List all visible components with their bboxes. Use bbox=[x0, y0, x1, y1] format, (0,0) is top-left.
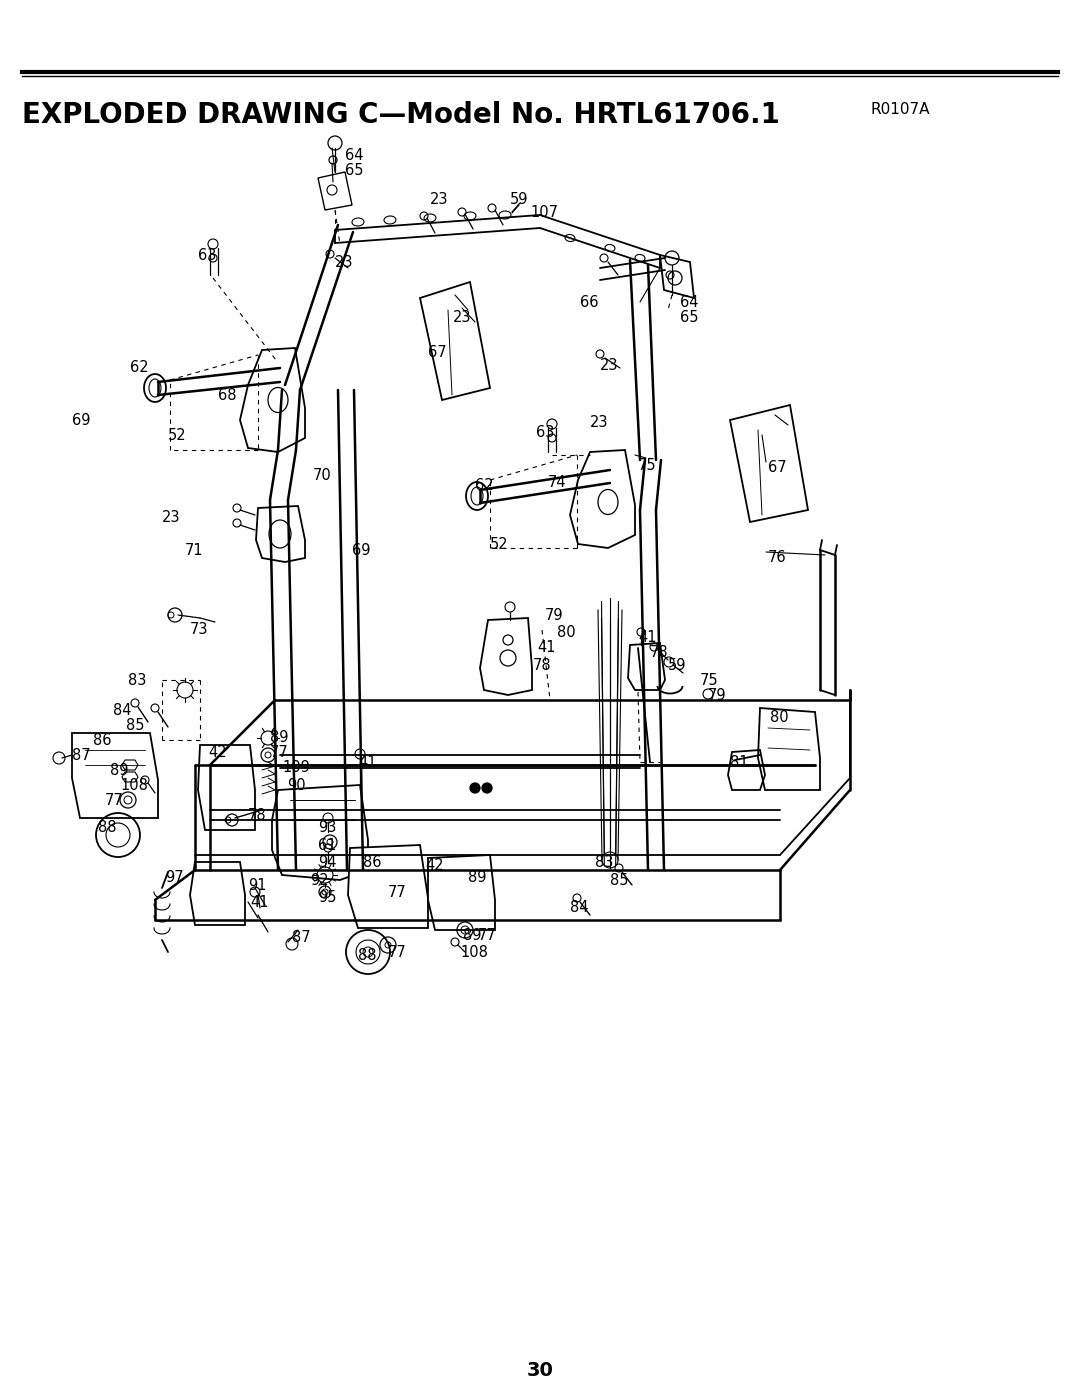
Text: 73: 73 bbox=[190, 622, 208, 637]
Text: 79: 79 bbox=[545, 608, 564, 623]
Text: 89: 89 bbox=[110, 763, 129, 778]
Text: 89: 89 bbox=[463, 928, 482, 943]
Text: 64: 64 bbox=[345, 148, 364, 163]
Text: 23: 23 bbox=[600, 358, 619, 373]
Text: 79: 79 bbox=[708, 687, 727, 703]
Text: 89: 89 bbox=[468, 870, 486, 886]
Text: R0107A: R0107A bbox=[870, 102, 930, 117]
Text: 41: 41 bbox=[537, 640, 555, 655]
Text: 76: 76 bbox=[768, 550, 786, 564]
Text: 78: 78 bbox=[650, 645, 669, 659]
Text: 77: 77 bbox=[270, 745, 288, 760]
Text: 109: 109 bbox=[282, 760, 310, 775]
Text: 63: 63 bbox=[198, 249, 216, 263]
Text: 84: 84 bbox=[113, 703, 132, 718]
Text: 95: 95 bbox=[318, 890, 337, 905]
Circle shape bbox=[482, 782, 492, 793]
Text: 75: 75 bbox=[638, 458, 657, 474]
Text: 65: 65 bbox=[345, 163, 364, 177]
Text: 42: 42 bbox=[208, 745, 227, 760]
Text: 23: 23 bbox=[590, 415, 608, 430]
Text: 97: 97 bbox=[165, 870, 184, 886]
Text: 108: 108 bbox=[460, 944, 488, 960]
Text: 89: 89 bbox=[270, 731, 288, 745]
Text: 92: 92 bbox=[310, 873, 328, 888]
Text: 86: 86 bbox=[93, 733, 111, 747]
Text: 77: 77 bbox=[388, 886, 407, 900]
Text: 87: 87 bbox=[292, 930, 311, 944]
Text: 70: 70 bbox=[313, 468, 332, 483]
Text: 94: 94 bbox=[318, 855, 337, 870]
Text: 69: 69 bbox=[72, 414, 91, 427]
Text: 52: 52 bbox=[490, 536, 509, 552]
Text: 71: 71 bbox=[185, 543, 204, 557]
Text: 78: 78 bbox=[248, 807, 267, 823]
Text: 74: 74 bbox=[548, 475, 567, 490]
Text: 41: 41 bbox=[249, 895, 269, 909]
Text: 87: 87 bbox=[72, 747, 91, 763]
Text: 65: 65 bbox=[680, 310, 699, 326]
Text: 83: 83 bbox=[595, 855, 613, 870]
Text: 108: 108 bbox=[120, 778, 148, 793]
Text: 23: 23 bbox=[335, 256, 353, 270]
Polygon shape bbox=[348, 845, 428, 928]
Text: 93: 93 bbox=[318, 820, 336, 835]
Text: 85: 85 bbox=[126, 718, 145, 733]
Text: 88: 88 bbox=[357, 949, 377, 963]
Text: 80: 80 bbox=[770, 710, 788, 725]
Text: 90: 90 bbox=[287, 778, 306, 793]
Text: 84: 84 bbox=[570, 900, 589, 915]
Text: 59: 59 bbox=[510, 191, 528, 207]
Text: 62: 62 bbox=[475, 478, 494, 493]
Text: 78: 78 bbox=[534, 658, 552, 673]
Text: 67: 67 bbox=[428, 345, 447, 360]
Text: 59: 59 bbox=[669, 658, 687, 673]
Polygon shape bbox=[428, 855, 495, 930]
Text: EXPLODED DRAWING C—Model No. HRTL61706.1: EXPLODED DRAWING C—Model No. HRTL61706.1 bbox=[22, 101, 780, 129]
Text: 86: 86 bbox=[363, 855, 381, 870]
Text: 23: 23 bbox=[453, 310, 472, 326]
Text: 85: 85 bbox=[610, 873, 629, 888]
Circle shape bbox=[470, 782, 480, 793]
Text: 41: 41 bbox=[638, 630, 657, 645]
Text: 66: 66 bbox=[580, 295, 598, 310]
Text: 81: 81 bbox=[730, 754, 748, 770]
Text: 68: 68 bbox=[218, 388, 237, 402]
Text: 83: 83 bbox=[129, 673, 147, 687]
Text: 107: 107 bbox=[530, 205, 558, 219]
Text: 42: 42 bbox=[426, 858, 444, 873]
Text: 23: 23 bbox=[430, 191, 448, 207]
Text: 67: 67 bbox=[768, 460, 786, 475]
Text: 77: 77 bbox=[478, 928, 497, 943]
Polygon shape bbox=[758, 708, 820, 789]
Text: 61: 61 bbox=[318, 838, 337, 854]
Text: 69: 69 bbox=[352, 543, 370, 557]
Text: 52: 52 bbox=[168, 427, 187, 443]
Text: 41: 41 bbox=[357, 754, 377, 770]
Text: 80: 80 bbox=[557, 624, 576, 640]
Text: 64: 64 bbox=[680, 295, 699, 310]
Text: 30: 30 bbox=[527, 1361, 553, 1379]
Text: 63: 63 bbox=[536, 425, 554, 440]
Text: 91: 91 bbox=[248, 877, 267, 893]
Polygon shape bbox=[198, 745, 255, 830]
Text: 23: 23 bbox=[162, 510, 180, 525]
Text: 62: 62 bbox=[130, 360, 149, 374]
Text: 88: 88 bbox=[98, 820, 117, 835]
Text: 75: 75 bbox=[700, 673, 718, 687]
Polygon shape bbox=[72, 733, 158, 819]
Text: 77: 77 bbox=[105, 793, 124, 807]
Text: 77: 77 bbox=[388, 944, 407, 960]
